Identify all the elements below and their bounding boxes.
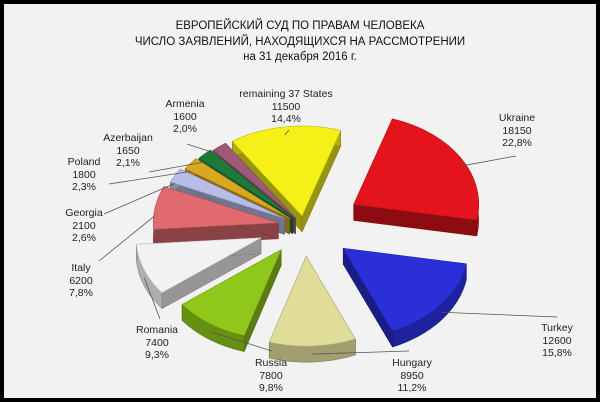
slice-italy [153,185,279,246]
slice-top [231,125,342,217]
title-line-1: ЕВРОПЕЙСКИЙ СУД ПО ПРАВАМ ЧЕЛОВЕКА [175,20,425,32]
slice-percent: 9,8% [259,382,283,394]
slice-percent: 7,8% [69,287,93,299]
leader-line-ukraine [460,155,517,167]
leader-line-armenia [186,143,220,156]
slice-name: remaining 37 States [239,88,333,100]
slice-name: Romania [135,324,179,336]
leader-line-italy [98,215,156,262]
slice-label-romania: Romania 7400 9,3% [136,324,178,362]
title-line-3: на 31 декабря 2016 г. [243,51,357,63]
slice-top [212,142,296,219]
slice-name: Azerbaijan [103,132,153,144]
slice-hungary [268,255,356,363]
slice-percent: 9,3% [145,349,169,361]
slice-percent: 14,4% [271,113,301,125]
leader-line-poland [108,171,191,185]
slice-top [136,237,262,294]
slice-value: 12600 [542,334,572,347]
slice-top [353,118,479,221]
slice-name: Poland [67,156,101,168]
slice-percent: 2,1% [116,157,140,169]
slice-value: 2100 [72,219,96,232]
leader-line-russia [209,331,273,352]
slice-label-turkey: Turkey 12600 15,8% [541,322,573,360]
slice-name: Hungary [392,357,432,369]
slice-romania [136,237,262,310]
slice-value: 1650 [116,144,140,157]
slice-top [268,255,356,347]
slice-name: Turkey [541,322,573,334]
slice-value: 7800 [259,369,283,382]
slice-name: Italy [71,262,91,274]
slice-top [169,168,285,219]
slice-percent: 2,0% [173,123,197,135]
chart-title: ЕВРОПЕЙСКИЙ СУД ПО ПРАВАМ ЧЕЛОВЕКА ЧИСЛО… [4,19,596,66]
slice-label-hungary: Hungary 8950 11,2% [392,357,432,395]
slice-top [198,149,293,219]
leader-line-romania [143,277,161,320]
leader-line-azerbaijan [148,161,205,173]
slice-value: 1800 [72,168,96,181]
slice-label-poland: Poland 1800 2,3% [68,156,101,194]
leader-line-remaining-37-states [284,129,290,136]
slice-value: 8950 [400,369,424,382]
slice-percent: 22,8% [502,137,532,149]
slice-value: 18150 [502,124,532,137]
slice-label-ukraine: Ukraine 18150 22,8% [499,112,535,150]
slice-percent: 2,6% [72,232,96,244]
slice-label-azerbaijan: Azerbaijan 1650 2,1% [103,132,153,170]
leader-line-hungary [312,350,410,355]
slice-name: Ukraine [498,112,536,124]
slice-label-remaining-37-states: remaining 37 States 11500 14,4% [239,88,332,126]
slice-russia [181,248,282,352]
slice-label-georgia: Georgia 2100 2,6% [65,207,102,245]
slice-label-italy: Italy 6200 7,8% [69,262,93,300]
slice-top [184,158,290,219]
slice-name: Armenia [165,98,205,110]
title-line-2: ЧИСЛО ЗАЯВЛЕНИЙ, НАХОДЯЩИХСЯ НА РАССМОТР… [134,35,466,48]
slice-value: 7400 [145,336,169,349]
pie-chart [98,118,558,363]
slice-turkey [342,247,467,348]
slice-top [342,247,467,332]
slice-percent: 2,3% [72,181,96,193]
slice-value: 1600 [173,110,197,123]
slice-percent: 11,2% [397,382,427,394]
slice-ukraine [353,118,479,237]
slice-value: 11500 [271,100,301,113]
slice-value: 6200 [69,274,93,287]
slice-name: Russia [254,357,288,369]
leader-line-turkey [441,311,558,318]
slice-label-russia: Russia 7800 9,8% [255,357,287,395]
slice-name: Georgia [65,207,103,219]
slice-percent: 15,8% [542,347,572,359]
leader-line-georgia [103,183,176,215]
slice-top [181,248,282,336]
slice-label-armenia: Armenia 1600 2,0% [165,98,204,136]
slice-top [153,186,279,230]
